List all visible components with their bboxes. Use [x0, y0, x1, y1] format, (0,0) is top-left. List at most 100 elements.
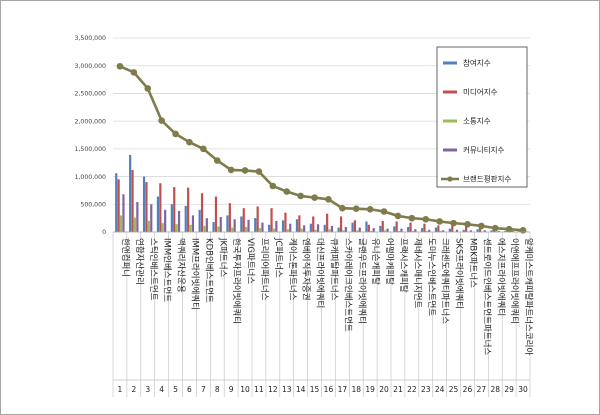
legend-swatch	[443, 90, 457, 94]
bar-4-cat-7	[205, 218, 208, 232]
brand-index-point-1	[116, 62, 124, 70]
brand-index-point-7	[200, 145, 207, 153]
bar-4-cat-23	[428, 229, 431, 232]
bar-4-cat-22	[414, 229, 417, 232]
x-rank-label: 11	[254, 385, 264, 394]
bar-2-cat-8	[214, 196, 218, 232]
y-tick-label: 2,000,000	[75, 118, 107, 125]
bar-3-cat-1	[119, 215, 123, 232]
x-rank-label: 7	[201, 385, 206, 394]
x-category-label: 센트로이드인베스트먼트파트너스	[481, 238, 492, 355]
x-category-label: IMM프라이빗에쿼티	[189, 238, 200, 310]
bar-4-cat-26	[469, 230, 473, 232]
bar-1-cat-1	[115, 173, 118, 232]
bar-3-cat-17	[342, 230, 345, 232]
bar-1-cat-2	[129, 154, 132, 232]
x-category-label: 연합자산관리	[134, 238, 145, 285]
x-axis: 한앤컴퍼니 1 연합자산관리 2 스틱인베스트먼트 3 IMM인베스트먼트 4 맥쿼리자산운용 5…	[112, 231, 534, 397]
bar-2-cat-6	[187, 187, 190, 232]
brand-index-point-5	[172, 130, 179, 138]
bar-3-cat-22	[411, 230, 415, 232]
legend-swatch-marker	[447, 176, 453, 182]
x-rank-label: 16	[324, 385, 334, 394]
x-rank-label: 5	[173, 385, 178, 394]
bar-3-cat-4	[161, 223, 164, 232]
bar-1-cat-7	[198, 209, 201, 232]
x-category-label: 프리미어파트너스	[259, 238, 270, 301]
bar-4-cat-1	[122, 194, 125, 232]
x-rank-label: 27	[477, 385, 487, 394]
legend-label: 참여지수	[463, 58, 491, 68]
x-category-label: 케이스톤파트너스	[287, 238, 298, 301]
bar-4-cat-3	[150, 204, 153, 232]
bar-4-cat-18	[358, 227, 361, 232]
x-category-label: 한앤컴퍼니	[120, 238, 131, 277]
x-category-label: VIG파트너스	[245, 238, 256, 284]
bar-4-cat-9	[233, 219, 236, 232]
brand-index-point-15	[311, 194, 318, 201]
brand-index-point-24	[436, 218, 443, 225]
bar-3-cat-10	[245, 227, 248, 232]
x-rank-label: 30	[518, 385, 528, 394]
bar-2-cat-3	[145, 182, 148, 232]
bar-1-cat-12	[268, 224, 271, 232]
bar-2-cat-24	[437, 225, 440, 232]
brand-index-point-29	[505, 225, 513, 233]
brand-index-point-11	[255, 168, 263, 175]
bar-1-cat-13	[281, 220, 285, 232]
bar-1-cat-22	[407, 227, 410, 232]
y-tick-label: 1,000,000	[75, 174, 107, 181]
legend-swatch	[443, 119, 457, 123]
bar-1-cat-17	[337, 227, 340, 232]
brand-index-point-26	[464, 220, 471, 228]
bar-2-cat-27	[478, 227, 482, 232]
bar-3-cat-20	[384, 230, 387, 232]
bar-2-cat-18	[353, 220, 357, 232]
x-rank-label: 18	[351, 385, 361, 394]
x-category-label: JK파트너스	[217, 237, 228, 278]
x-category-label: 제네시스매니지먼트	[412, 238, 423, 309]
bar-2-cat-22	[409, 222, 412, 232]
bar-1-cat-18	[351, 222, 354, 232]
x-rank-label: 26	[463, 385, 473, 394]
x-rank-label: 13	[282, 385, 292, 394]
x-rank-label: 15	[310, 385, 320, 394]
bar-1-cat-5	[170, 204, 173, 232]
bar-1-cat-14	[295, 219, 299, 232]
bar-1-cat-4	[156, 196, 160, 232]
brand-index-point-25	[450, 219, 457, 227]
brand-index-point-20	[380, 208, 388, 215]
bar-4-cat-29	[511, 230, 514, 232]
bar-3-cat-3	[147, 220, 150, 232]
bar-1-cat-28	[490, 230, 493, 232]
bar-4-cat-12	[275, 220, 278, 232]
bar-4-cat-21	[400, 228, 403, 232]
bar-4-cat-6	[191, 215, 195, 232]
bar-1-cat-10	[240, 216, 243, 232]
bar-3-cat-9	[231, 227, 234, 232]
bar-4-cat-11	[261, 222, 264, 232]
x-rank-label: 17	[338, 385, 348, 394]
brand-index-point-21	[394, 212, 402, 220]
x-rank-label: 2	[131, 385, 136, 394]
bar-2-cat-25	[451, 225, 454, 232]
y-tick-label: 0	[102, 229, 106, 236]
bar-4-cat-20	[386, 228, 389, 232]
bar-4-cat-16	[330, 225, 334, 232]
legend-label: 미디어지수	[463, 87, 498, 97]
brand-index-point-18	[352, 205, 360, 213]
x-category-label: 에스지프라이빗에쿼티	[495, 238, 506, 316]
y-tick-label: 2,500,000	[75, 91, 107, 98]
bar-4-cat-27	[483, 230, 486, 232]
x-rank-label: 22	[407, 385, 417, 394]
bar-4-cat-13	[289, 223, 292, 232]
x-category-label: 큐캐피탈파트너스	[328, 238, 339, 301]
bar-1-cat-6	[184, 205, 187, 232]
brand-index-point-8	[213, 157, 221, 164]
x-rank-label: 12	[268, 385, 278, 394]
legend-box	[436, 46, 528, 188]
y-axis-ticks: 0 500,000 1,000,000 1,500,000 2,000,000 2,500…	[75, 35, 107, 236]
bar-2-cat-14	[298, 215, 301, 232]
bar-3-cat-19	[370, 230, 373, 232]
y-tick-label: 500,000	[80, 201, 106, 208]
